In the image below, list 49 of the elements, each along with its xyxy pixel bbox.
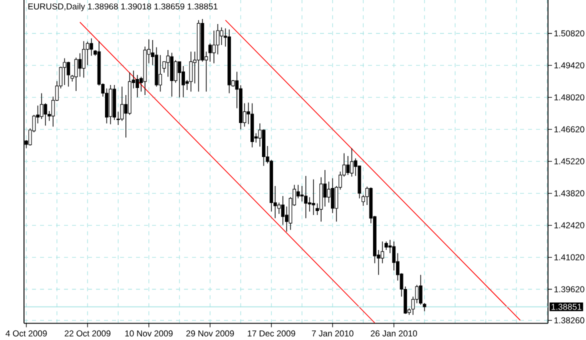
candlestick xyxy=(189,51,193,92)
y-tick-label: 1.45220 xyxy=(554,158,584,164)
candlestick xyxy=(62,58,66,86)
x-tick-label: 17 Dec 2009 xyxy=(248,330,296,336)
candlestick xyxy=(178,61,182,98)
x-tick-label: 4 Oct 2009 xyxy=(6,330,47,336)
candlestick xyxy=(166,50,170,78)
candlestick xyxy=(281,196,285,226)
candlestick xyxy=(120,86,124,122)
candlestick xyxy=(74,57,78,92)
candlestick xyxy=(78,52,82,78)
candlestick xyxy=(300,186,304,202)
x-tick-label: 7 Jan 2010 xyxy=(312,330,354,336)
y-tick-label: 1.42420 xyxy=(554,222,584,228)
y-tick-label: 1.46620 xyxy=(554,126,584,132)
y-tick-label: 1.43820 xyxy=(554,190,584,196)
candlestick xyxy=(212,30,216,64)
candlestick xyxy=(182,66,185,98)
candlestick xyxy=(90,38,94,56)
candlestick xyxy=(312,178,316,216)
y-tick-label: 1.38260 xyxy=(554,317,584,324)
candlestick xyxy=(330,178,334,214)
candlestick xyxy=(170,52,174,98)
candlestick xyxy=(136,74,140,98)
candlestick xyxy=(158,54,162,92)
candlestick xyxy=(86,41,90,66)
candlestick xyxy=(323,170,327,207)
candlestick xyxy=(208,43,212,62)
chart-title: EURUSD,Daily 1.38968 1.39018 1.38659 1.38851 xyxy=(28,3,218,12)
x-tick-label: 10 Nov 2009 xyxy=(125,330,173,336)
candlestick xyxy=(105,88,108,124)
candlestick xyxy=(82,40,86,78)
x-tick-label: 22 Oct 2009 xyxy=(64,330,110,336)
candlestick xyxy=(44,102,48,126)
y-tick-label: 1.39620 xyxy=(554,286,584,292)
candlestick xyxy=(350,148,354,177)
ref-line-label: 1.38851 xyxy=(552,304,582,310)
y-tick-label: 1.48020 xyxy=(554,94,584,100)
y-tick-label: 1.41020 xyxy=(554,254,584,260)
y-tick-label: 1.49420 xyxy=(554,62,584,68)
candlestick xyxy=(346,156,350,176)
x-tick-label: 26 Jan 2010 xyxy=(370,330,418,336)
x-tick-label: 29 Nov 2009 xyxy=(186,330,234,336)
candlestick xyxy=(220,27,224,46)
candlestick xyxy=(277,202,281,214)
candlestick xyxy=(304,176,308,219)
candlestick xyxy=(66,61,70,87)
y-tick-label: 1.50820 xyxy=(554,30,584,36)
candlestick xyxy=(392,241,396,271)
